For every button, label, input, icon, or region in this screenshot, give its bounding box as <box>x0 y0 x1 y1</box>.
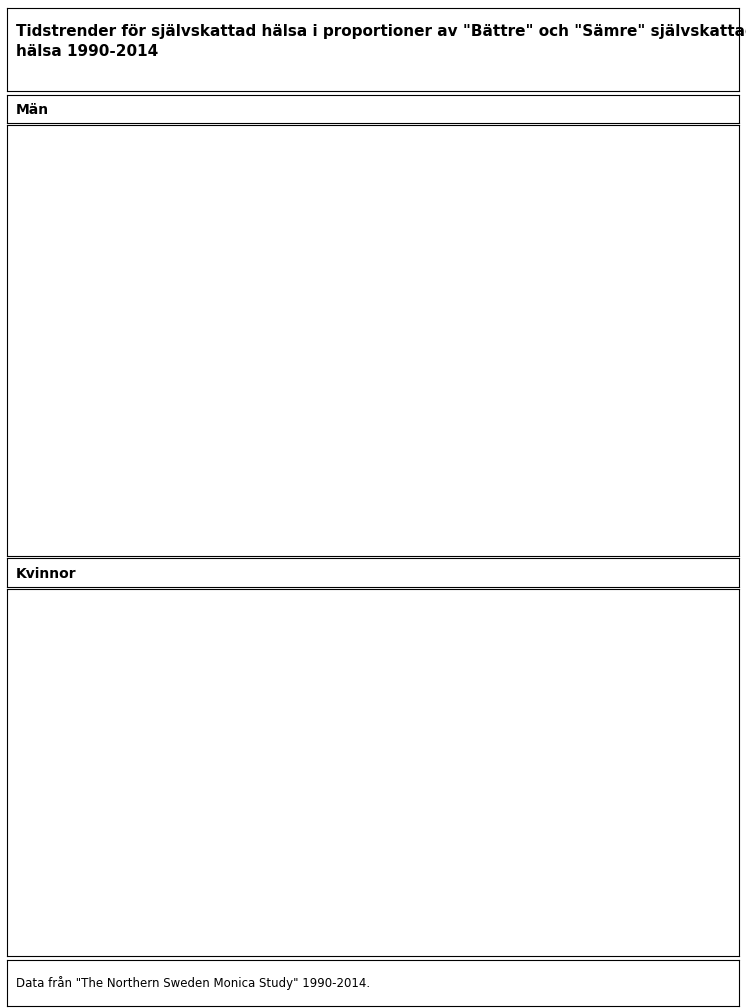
Text: Data från "The Northern Sweden Monica Study" 1990-2014.: Data från "The Northern Sweden Monica St… <box>16 976 370 990</box>
Bar <box>632 322 671 513</box>
Bar <box>81 859 119 915</box>
Bar <box>301 783 339 915</box>
Bar <box>191 341 230 513</box>
Bar <box>450 394 489 513</box>
Legend: % Bättre, % Sämre: % Bättre, % Sämre <box>630 641 725 684</box>
Text: Män: Män <box>16 103 49 117</box>
Bar <box>81 423 119 513</box>
Bar <box>339 716 378 915</box>
Bar <box>412 763 450 915</box>
Text: Kvinnor: Kvinnor <box>16 566 77 581</box>
Legend: % Bättre, % Sämre: % Bättre, % Sämre <box>630 223 725 266</box>
Bar <box>301 305 339 513</box>
Bar <box>230 423 268 513</box>
Bar <box>632 837 671 915</box>
Text: Tidstrender för självskattad hälsa i proportioner av "Bättre" och "Sämre" självs: Tidstrender för självskattad hälsa i pro… <box>16 24 746 58</box>
Bar <box>119 423 158 513</box>
Bar <box>521 208 560 513</box>
Bar <box>521 686 560 915</box>
Bar <box>191 831 230 915</box>
Bar <box>560 393 599 513</box>
Bar <box>560 747 599 915</box>
Bar <box>339 368 378 513</box>
Bar <box>230 791 268 915</box>
Bar <box>671 665 709 915</box>
Bar <box>450 754 489 915</box>
Bar <box>671 401 709 513</box>
Bar <box>412 290 450 513</box>
Bar <box>119 809 158 915</box>
